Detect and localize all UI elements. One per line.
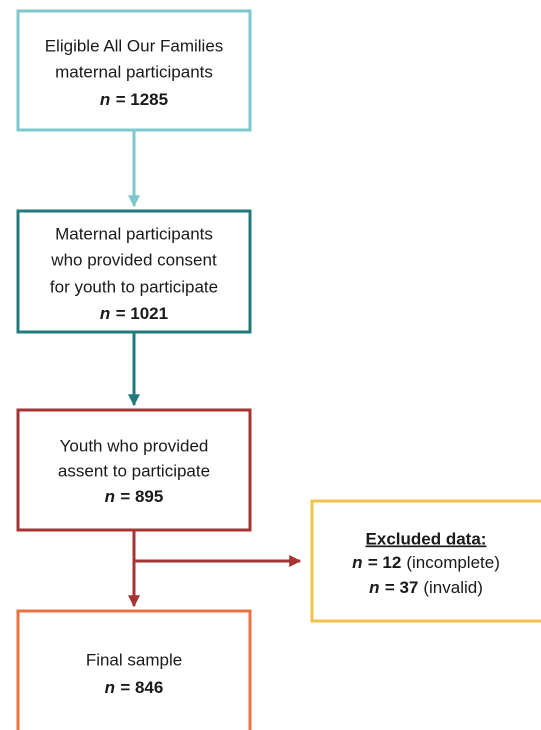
count-text: n = 895 — [105, 487, 164, 506]
box-text: Final sample — [86, 650, 182, 669]
box-text: who provided consent — [50, 250, 217, 269]
count: 1285 — [130, 90, 168, 109]
box — [16, 609, 252, 730]
count-symbol: n — [105, 487, 115, 506]
count-symbol: n — [100, 90, 110, 109]
box — [16, 9, 252, 132]
count: 37 — [399, 578, 418, 597]
reason: (incomplete) — [406, 553, 500, 572]
count-symbol: n — [105, 678, 115, 697]
count-text: n = 1021 — [100, 304, 168, 323]
box-text: Eligible All Our Families — [45, 36, 224, 55]
equals-sign: = — [367, 553, 377, 572]
count-text: n = 12 (incomplete) — [352, 553, 500, 572]
equals-sign: = — [115, 90, 125, 109]
box — [16, 408, 252, 532]
count-symbol: n — [352, 553, 362, 572]
box — [310, 499, 541, 623]
count: 895 — [135, 487, 163, 506]
box-text: assent to participate — [58, 461, 210, 480]
box-text: maternal participants — [55, 62, 213, 81]
equals-sign: = — [115, 304, 125, 323]
count-text: n = 846 — [105, 678, 164, 697]
equals-sign: = — [120, 487, 130, 506]
excluded-title: Excluded data: — [366, 529, 487, 548]
box-text: Youth who provided — [60, 436, 209, 455]
count: 12 — [382, 553, 401, 572]
count-text: n = 1285 — [100, 90, 168, 109]
count-symbol: n — [100, 304, 110, 323]
count: 846 — [135, 678, 163, 697]
count: 1021 — [130, 304, 168, 323]
box — [16, 209, 252, 334]
count-text: n = 37 (invalid) — [369, 578, 483, 597]
reason: (invalid) — [423, 578, 483, 597]
box-text: Maternal participants — [55, 224, 213, 243]
count-symbol: n — [369, 578, 379, 597]
equals-sign: = — [385, 578, 395, 597]
box-text: for youth to participate — [50, 277, 218, 296]
equals-sign: = — [120, 678, 130, 697]
